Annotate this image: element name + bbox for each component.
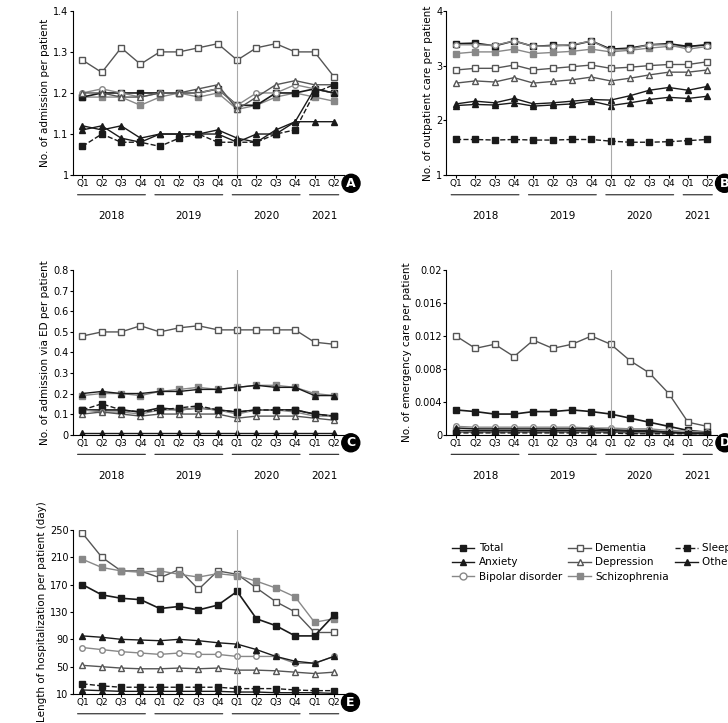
- Text: 2021: 2021: [684, 211, 711, 221]
- Text: B: B: [720, 177, 728, 190]
- Text: 2018: 2018: [98, 211, 124, 221]
- Text: 2021: 2021: [311, 211, 337, 221]
- Text: D: D: [720, 436, 728, 449]
- Text: 2020: 2020: [253, 211, 280, 221]
- Text: 2019: 2019: [549, 471, 576, 481]
- Y-axis label: No. of emergency care per patient: No. of emergency care per patient: [402, 262, 412, 442]
- Y-axis label: No. of admission via ED per patient: No. of admission via ED per patient: [41, 260, 50, 445]
- Text: E: E: [347, 696, 355, 709]
- Text: C: C: [347, 436, 355, 449]
- Text: 2019: 2019: [175, 471, 202, 481]
- Text: 2019: 2019: [549, 211, 576, 221]
- Text: 2019: 2019: [175, 211, 202, 221]
- Text: 2020: 2020: [253, 471, 280, 481]
- Text: 2020: 2020: [627, 471, 653, 481]
- Y-axis label: No. of outpatient care per patient: No. of outpatient care per patient: [423, 5, 433, 181]
- Text: 2018: 2018: [472, 211, 498, 221]
- Text: 2021: 2021: [684, 471, 711, 481]
- Y-axis label: Length of hospitalization per patient (day): Length of hospitalization per patient (d…: [37, 502, 47, 722]
- Text: 2018: 2018: [472, 471, 498, 481]
- Text: 2021: 2021: [311, 471, 337, 481]
- Legend: Total, Anxiety, Bipolar disorder, Dementia, Depression, Schizophrenia, Sleep dis: Total, Anxiety, Bipolar disorder, Dement…: [451, 543, 728, 581]
- Text: 2018: 2018: [98, 471, 124, 481]
- Y-axis label: No. of admission per patient: No. of admission per patient: [41, 19, 50, 167]
- Text: A: A: [347, 177, 356, 190]
- Text: 2020: 2020: [627, 211, 653, 221]
